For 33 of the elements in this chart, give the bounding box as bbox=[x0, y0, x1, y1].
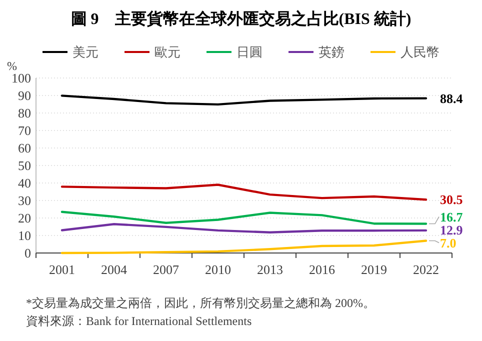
y-tick-label: 0 bbox=[24, 246, 31, 260]
chart-title: 圖 9 主要貨幣在全球外匯交易之占比(BIS 統計) bbox=[70, 9, 412, 28]
x-tick-label: 2004 bbox=[101, 262, 128, 277]
data-label: 30.5 bbox=[440, 192, 464, 208]
legend-label: 美元 bbox=[72, 44, 98, 60]
x-tick-label: 2016 bbox=[309, 262, 336, 277]
y-tick-label: 50 bbox=[18, 158, 31, 173]
y-tick-label: 70 bbox=[18, 123, 31, 138]
y-tick-label: 20 bbox=[18, 210, 31, 226]
x-tick-label: 2001 bbox=[49, 262, 75, 277]
x-tick-label: 2013 bbox=[257, 262, 283, 277]
y-tick-label: 90 bbox=[18, 88, 31, 103]
data-label: 16.7 bbox=[440, 209, 464, 224]
y-axis-title: % bbox=[7, 59, 17, 73]
y-tick-label: 40 bbox=[18, 176, 31, 190]
x-tick-label: 2019 bbox=[361, 262, 387, 277]
x-tick-label: 2007 bbox=[153, 262, 180, 277]
data-label: 7.0 bbox=[440, 235, 456, 250]
text: *交易量為成交量之兩倍，因此，所有幣別交易量之總和為 200%。 bbox=[26, 296, 375, 310]
legend-label: 英鎊 bbox=[318, 44, 344, 60]
data-label: 12.9 bbox=[440, 222, 464, 238]
y-tick-label: 30 bbox=[18, 193, 31, 208]
y-tick-label: 80 bbox=[18, 106, 31, 120]
y-tick-label: 60 bbox=[18, 140, 31, 156]
y-tick-label: 100 bbox=[12, 70, 31, 86]
legend-label: 人民幣 bbox=[400, 44, 440, 60]
legend-label: 日圓 bbox=[236, 44, 262, 60]
source-note: 資料來源：Bank for International Settlements bbox=[26, 314, 252, 328]
data-label: 88.4 bbox=[440, 90, 464, 106]
x-tick-label: 2022 bbox=[413, 262, 439, 277]
legend-label: 歐元 bbox=[154, 44, 180, 60]
y-tick-label: 10 bbox=[18, 228, 31, 243]
x-tick-label: 2010 bbox=[205, 262, 231, 277]
